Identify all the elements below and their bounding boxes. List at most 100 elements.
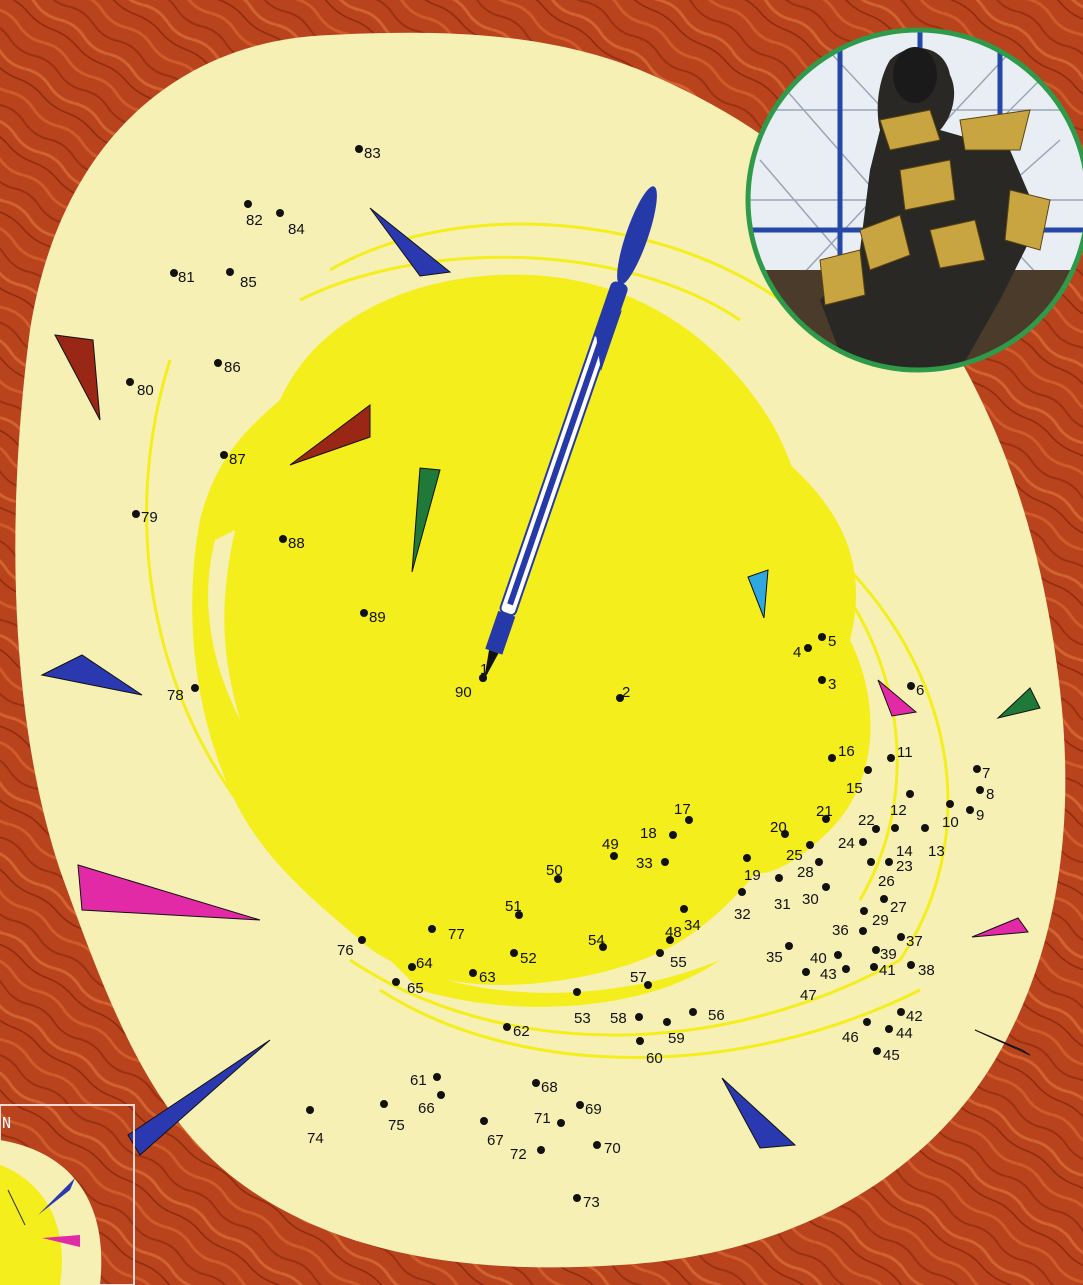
dot-marker[interactable] (906, 790, 914, 798)
dot-86[interactable]: 86 (214, 359, 241, 376)
dot-marker[interactable] (191, 684, 199, 692)
dot-marker[interactable] (537, 1146, 545, 1154)
dot-19[interactable]: 19 (743, 854, 761, 884)
dot-marker[interactable] (966, 806, 974, 814)
dot-marker[interactable] (610, 852, 618, 860)
dot-marker[interactable] (557, 1119, 565, 1127)
dot-marker[interactable] (818, 633, 826, 641)
dot-marker[interactable] (635, 1013, 643, 1021)
dot-31[interactable]: 31 (774, 874, 791, 913)
dot-43[interactable]: 43 (820, 965, 850, 983)
dot-8[interactable]: 8 (976, 786, 994, 803)
dot-35[interactable]: 35 (766, 942, 793, 966)
dot-90[interactable]: 90 (455, 674, 487, 701)
dot-65[interactable]: 65 (392, 978, 424, 997)
dot-73[interactable]: 73 (573, 1194, 600, 1211)
dot-24[interactable]: 24 (838, 835, 867, 852)
dot-marker[interactable] (859, 838, 867, 846)
dot-66[interactable]: 66 (418, 1091, 445, 1117)
dot-marker[interactable] (132, 510, 140, 518)
dot-marker[interactable] (781, 830, 789, 838)
dot-marker[interactable] (689, 1008, 697, 1016)
dot-marker[interactable] (743, 854, 751, 862)
dot-marker[interactable] (554, 875, 562, 883)
dot-marker[interactable] (479, 674, 487, 682)
dot-30[interactable]: 30 (802, 883, 830, 908)
dot-75[interactable]: 75 (380, 1100, 405, 1134)
dot-marker[interactable] (170, 269, 178, 277)
dot-23[interactable]: 23 (885, 858, 913, 875)
dot-marker[interactable] (885, 858, 893, 866)
dot-42[interactable]: 42 (897, 1008, 923, 1025)
dot-marker[interactable] (433, 1073, 441, 1081)
dot-marker[interactable] (872, 825, 880, 833)
dot-marker[interactable] (685, 816, 693, 824)
dot-17[interactable]: 17 (674, 801, 693, 824)
dot-34[interactable]: 34 (680, 905, 701, 934)
dot-marker[interactable] (126, 378, 134, 386)
dot-18[interactable]: 18 (640, 825, 677, 842)
dot-marker[interactable] (885, 1025, 893, 1033)
dot-10[interactable]: 10 (942, 800, 959, 831)
dot-marker[interactable] (907, 961, 915, 969)
dot-49[interactable]: 49 (602, 836, 619, 860)
dot-marker[interactable] (891, 824, 899, 832)
dot-marker[interactable] (392, 978, 400, 986)
dot-58[interactable]: 58 (610, 1010, 643, 1027)
dot-marker[interactable] (834, 951, 842, 959)
dot-9[interactable]: 9 (966, 806, 984, 824)
dot-89[interactable]: 89 (360, 609, 386, 626)
dot-15[interactable]: 15 (846, 766, 872, 797)
dot-marker[interactable] (616, 694, 624, 702)
dot-68[interactable]: 68 (532, 1079, 558, 1096)
dot-marker[interactable] (532, 1079, 540, 1087)
dot-21[interactable]: 21 (816, 803, 833, 823)
dot-marker[interactable] (663, 1018, 671, 1026)
dot-47[interactable]: 47 (800, 968, 817, 1004)
dot-79[interactable]: 79 (132, 509, 158, 526)
dot-87[interactable]: 87 (220, 451, 246, 468)
dot-marker[interactable] (907, 682, 915, 690)
dot-44[interactable]: 44 (885, 1025, 913, 1042)
dot-59[interactable]: 59 (663, 1018, 685, 1047)
dot-marker[interactable] (828, 754, 836, 762)
dot-marker[interactable] (976, 786, 984, 794)
dot-marker[interactable] (214, 359, 222, 367)
dot-marker[interactable] (661, 858, 669, 866)
dot-36[interactable]: 36 (832, 922, 867, 939)
dot-29[interactable]: 29 (860, 907, 889, 929)
dot-marker[interactable] (946, 800, 954, 808)
dot-55[interactable]: 55 (656, 949, 687, 971)
dot-83[interactable]: 83 (355, 145, 381, 162)
dot-45[interactable]: 45 (873, 1047, 900, 1064)
dot-marker[interactable] (480, 1117, 488, 1125)
dot-marker[interactable] (806, 841, 814, 849)
dot-marker[interactable] (669, 831, 677, 839)
dot-marker[interactable] (867, 858, 875, 866)
dot-marker[interactable] (804, 644, 812, 652)
dot-88[interactable]: 88 (279, 535, 305, 552)
dot-marker[interactable] (360, 609, 368, 617)
dot-52[interactable]: 52 (510, 949, 537, 967)
dot-marker[interactable] (822, 883, 830, 891)
dot-78[interactable]: 78 (167, 684, 199, 704)
dot-marker[interactable] (428, 925, 436, 933)
dot-16[interactable]: 16 (828, 743, 855, 762)
dot-marker[interactable] (306, 1106, 314, 1114)
dot-69[interactable]: 69 (576, 1101, 602, 1118)
dot-marker[interactable] (887, 754, 895, 762)
dot-54[interactable]: 54 (588, 932, 607, 951)
dot-60[interactable]: 60 (636, 1037, 663, 1067)
dot-80[interactable]: 80 (126, 378, 154, 399)
dot-6[interactable]: 6 (907, 682, 924, 699)
dot-20[interactable]: 20 (770, 819, 789, 838)
dot-marker[interactable] (864, 766, 872, 774)
dot-marker[interactable] (226, 268, 234, 276)
dot-marker[interactable] (872, 946, 880, 954)
dot-46[interactable]: 46 (842, 1018, 871, 1046)
dot-marker[interactable] (244, 200, 252, 208)
dot-14[interactable]: 14 (891, 824, 913, 860)
dot-40[interactable]: 40 (810, 950, 842, 967)
dot-25[interactable]: 25 (786, 841, 814, 864)
dot-marker[interactable] (408, 963, 416, 971)
